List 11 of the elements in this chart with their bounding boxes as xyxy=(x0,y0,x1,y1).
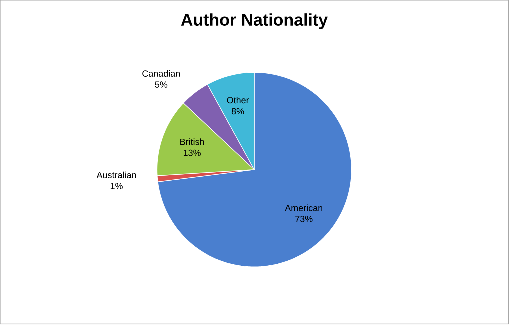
slice-label: American xyxy=(285,204,322,212)
slice-label: Australian xyxy=(96,172,136,179)
slice-label: British xyxy=(180,138,204,146)
data-label: 5% xyxy=(155,82,168,88)
slice-label: Other xyxy=(227,97,250,104)
chart-title: Author Nationality xyxy=(181,14,328,30)
data-label: 73% xyxy=(296,216,313,223)
data-label: 8% xyxy=(232,108,244,115)
data-label: 1% xyxy=(110,183,123,190)
data-label: 13% xyxy=(184,150,201,156)
slice-label: Canadian xyxy=(142,70,180,78)
